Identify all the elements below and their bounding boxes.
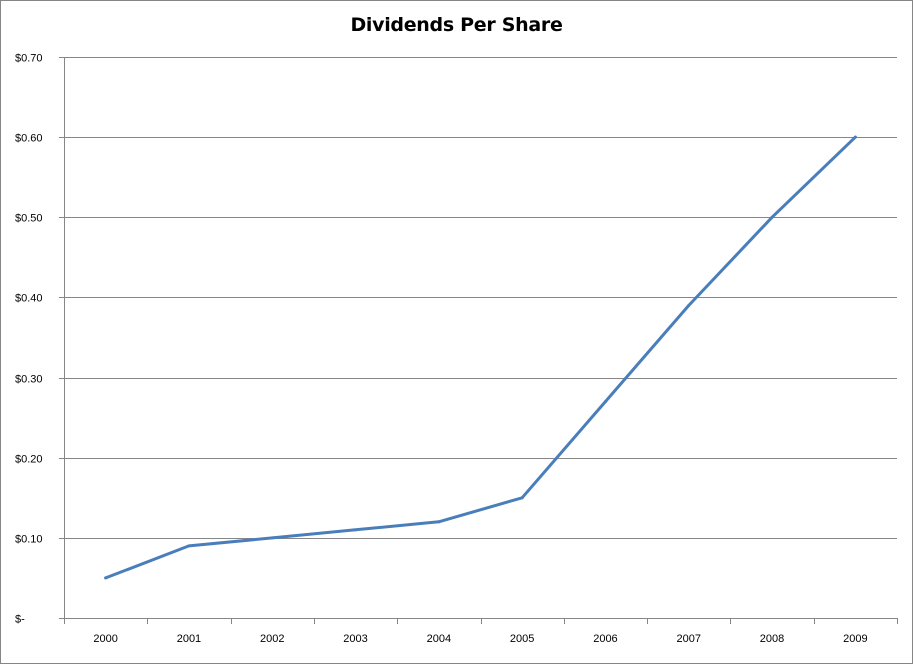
data-point <box>354 528 358 532</box>
data-point <box>603 400 607 404</box>
x-tick-label: 2001 <box>177 633 201 645</box>
data-point <box>853 135 857 139</box>
y-tick-label: $0.60 <box>15 133 43 145</box>
x-tick-labels: 2000 2001 2002 2003 2004 2005 2006 2007 2008 2009 <box>93 633 867 645</box>
y-tick-label: $0.10 <box>15 534 43 546</box>
series-line <box>104 135 857 580</box>
data-point <box>187 544 191 548</box>
chart-title: Dividends Per Share <box>350 14 563 36</box>
x-tick-label: 2007 <box>677 633 701 645</box>
gridlines <box>64 57 897 539</box>
y-tick-labels: $- $0.10 $0.20 $0.30 $0.40 $0.50 $0.60 $0.70 <box>15 53 43 626</box>
x-tick-label: 2006 <box>593 633 617 645</box>
y-tick-label: $0.40 <box>15 293 43 305</box>
data-point <box>104 576 108 580</box>
axes <box>59 57 898 624</box>
x-tick-label: 2004 <box>427 633 451 645</box>
y-tick-label: $0.50 <box>15 213 43 225</box>
data-point <box>520 496 524 500</box>
y-tick-label: $0.70 <box>15 53 43 65</box>
y-tick-label: $- <box>15 614 25 626</box>
x-tick-label: 2003 <box>343 633 367 645</box>
y-tick-label: $0.20 <box>15 454 43 466</box>
data-point <box>270 536 274 540</box>
series-group <box>104 135 857 580</box>
x-tick-label: 2009 <box>843 633 867 645</box>
y-tick-label: $0.30 <box>15 374 43 386</box>
data-point <box>687 303 691 307</box>
x-tick-label: 2005 <box>510 633 534 645</box>
data-point <box>437 520 441 524</box>
x-tick-label: 2008 <box>760 633 784 645</box>
x-tick-label: 2002 <box>260 633 284 645</box>
data-point <box>770 215 774 219</box>
x-tick-label: 2000 <box>93 633 117 645</box>
